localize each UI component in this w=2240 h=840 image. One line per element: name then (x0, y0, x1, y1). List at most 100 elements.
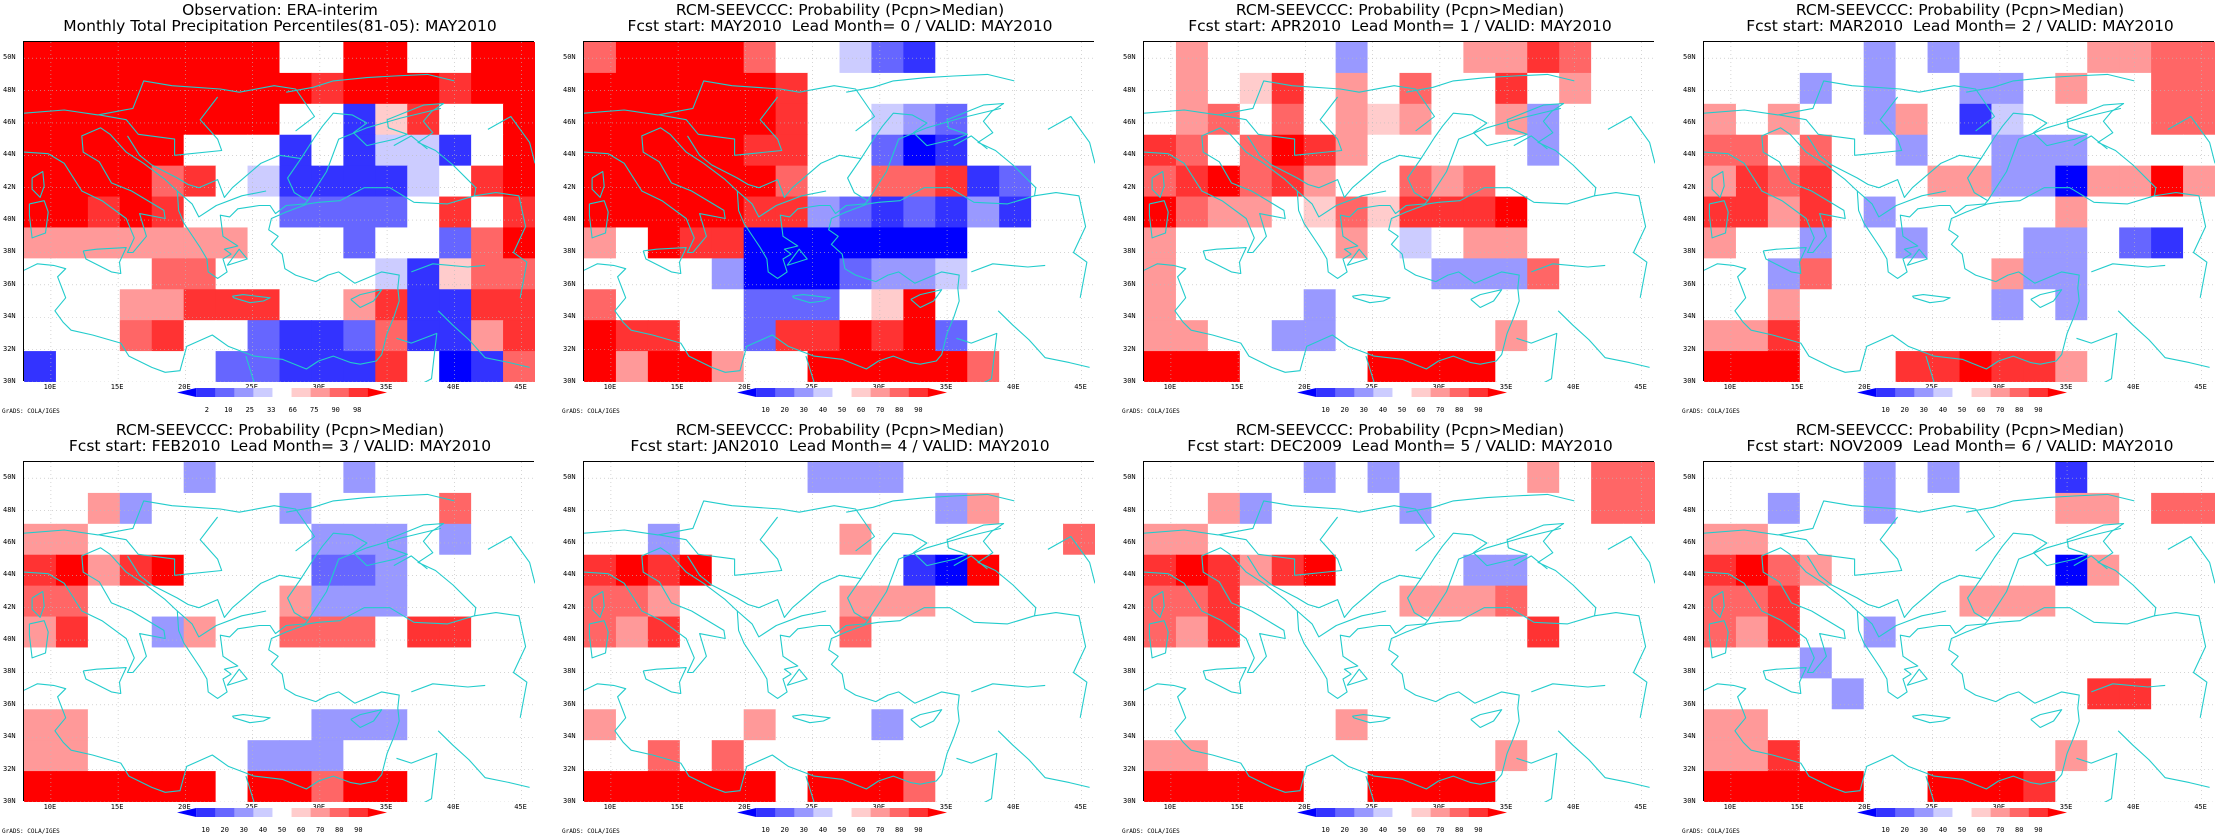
coastline (393, 555, 428, 570)
grid-cell (2119, 320, 2152, 352)
grid-cell (1463, 42, 1496, 74)
grid-cell (503, 134, 535, 167)
grid-cell (1559, 351, 1592, 382)
grid-cell (935, 585, 968, 618)
grid-cell (1144, 523, 1177, 556)
coastline (1531, 263, 1606, 273)
lon-tick-label: 40E (1566, 803, 1580, 811)
colorbar-swatch (908, 388, 929, 397)
grid-cell (87, 462, 121, 494)
grid-cell (1063, 289, 1095, 321)
lon-tick-label: 25E (1925, 803, 1938, 811)
grid-cell (1591, 134, 1624, 167)
grid-cell (1591, 585, 1624, 618)
grid-cell (1831, 523, 1865, 556)
grid-cell (247, 320, 281, 352)
grid-cell (1623, 320, 1655, 352)
grid-cell (183, 554, 217, 587)
grid-cell (343, 289, 376, 321)
grid-cell (839, 227, 873, 259)
grid-cell (2183, 616, 2215, 649)
grid-cell (2023, 740, 2056, 772)
grid-cell (1559, 103, 1592, 136)
grid-cell (679, 227, 713, 259)
grid-cell (1927, 42, 1961, 74)
grid-cell (87, 616, 121, 649)
grid-cell (1031, 492, 1064, 525)
colorbar-label: 80 (335, 826, 344, 834)
grid-cell (1303, 771, 1337, 802)
coastline (1202, 667, 1247, 695)
grid-cell (55, 196, 89, 229)
grid-cell (151, 492, 185, 525)
grid-cell (775, 103, 809, 136)
grid-cell (584, 462, 617, 494)
coastline (1708, 620, 1729, 659)
grid-cell (615, 289, 649, 321)
coastline (2076, 332, 2118, 382)
grid-cell (215, 585, 249, 618)
colorbar-label: 80 (2015, 826, 2024, 834)
grid-cell (839, 289, 873, 321)
grid-cell (1431, 289, 1464, 321)
colorbar-label: 50 (1397, 826, 1407, 834)
colorbar-swatch (775, 388, 795, 397)
grid-cell (1271, 351, 1305, 382)
grid-cell (183, 134, 217, 167)
coastline (2154, 192, 2208, 298)
grid-cell (503, 771, 535, 802)
lon-tick-label: 35E (1499, 803, 1513, 811)
lat-tick-label: 42N (563, 602, 576, 611)
grid-cell (1735, 740, 1769, 772)
grid-cell (615, 72, 649, 105)
grid-cell (1367, 462, 1401, 494)
grid-cell (1239, 320, 1273, 352)
map-plot (1144, 42, 1655, 382)
grid-cell (743, 647, 777, 679)
grid-cell (2151, 72, 2184, 105)
grid-cell (2023, 134, 2056, 167)
grid-cell (343, 196, 376, 229)
grid-cell (1863, 462, 1897, 494)
grid-cell (1704, 462, 1737, 494)
grid-cell (1831, 351, 1865, 382)
grads-credit: GrADS: COLA/IGES (1122, 408, 1180, 415)
coastline (82, 667, 127, 695)
grid-cell (375, 462, 408, 494)
grid-cell (1303, 42, 1337, 74)
grid-cell (311, 709, 344, 741)
probability-cells (24, 42, 535, 382)
grid-cell (1527, 492, 1560, 525)
coastline (1711, 590, 1725, 618)
colorbar-label: 40 (258, 826, 268, 834)
grid-cell (1959, 320, 1993, 352)
map-plot (24, 462, 535, 802)
coastlines (584, 73, 1095, 382)
grid-cell (1767, 616, 1801, 649)
grid-cell (471, 103, 504, 136)
grid-cell (1431, 771, 1464, 802)
grid-cell (1463, 462, 1496, 494)
grid-cell (87, 289, 121, 321)
grid-cell (1303, 585, 1337, 618)
grid-cell (1991, 585, 2024, 618)
grid-cell (1799, 196, 1833, 229)
grid-cell (1495, 492, 1528, 525)
lon-tick-label: 10E (43, 803, 57, 811)
grid-cell (1863, 585, 1897, 618)
grid-cell (1431, 320, 1464, 352)
grid-cell (2087, 103, 2120, 136)
grid-cell (375, 585, 408, 618)
colorbar-label: 90 (331, 406, 340, 414)
grid-cell (743, 771, 777, 802)
grid-cell (215, 42, 249, 74)
grid-cell (1959, 351, 1993, 382)
lat-tick-label: 40N (3, 215, 16, 224)
grid-cell (1623, 258, 1655, 290)
colorbar-label: 50 (1957, 406, 1967, 414)
grid-cell (1335, 320, 1369, 352)
grid-cell (407, 771, 440, 802)
grid-cell (1959, 42, 1993, 74)
coastline (1704, 500, 1996, 552)
lat-tick-label: 30N (563, 377, 576, 385)
